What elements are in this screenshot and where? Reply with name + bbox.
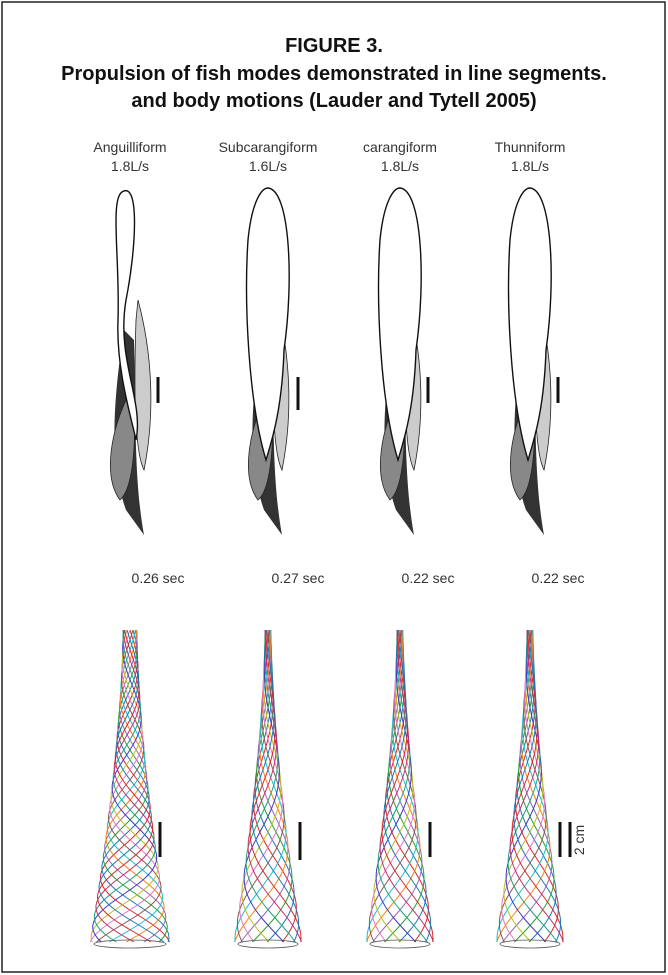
mode-label: Anguilliform (93, 139, 166, 155)
duration-label: 0.26 sec (132, 570, 185, 586)
duration-label: 0.22 sec (532, 570, 585, 586)
mode-label: carangiform (363, 139, 437, 155)
mode-label: Thunniform (495, 139, 566, 155)
speed-label: 1.8L/s (381, 158, 419, 174)
scale-label: 2 cm (571, 825, 587, 855)
duration-label: 0.22 sec (402, 570, 455, 586)
speed-label: 1.6L/s (249, 158, 287, 174)
speed-label: 1.8L/s (511, 158, 549, 174)
caption-line: and body motions (Lauder and Tytell 2005… (131, 90, 536, 112)
figure: FIGURE 3. Propulsion of fish modes demon… (0, 0, 668, 975)
figure-title: FIGURE 3. (285, 35, 383, 57)
caption-line: Propulsion of fish modes demonstrated in… (61, 63, 607, 85)
duration-label: 0.27 sec (272, 570, 325, 586)
speed-label: 1.8L/s (111, 158, 149, 174)
mode-label: Subcarangiform (219, 139, 318, 155)
